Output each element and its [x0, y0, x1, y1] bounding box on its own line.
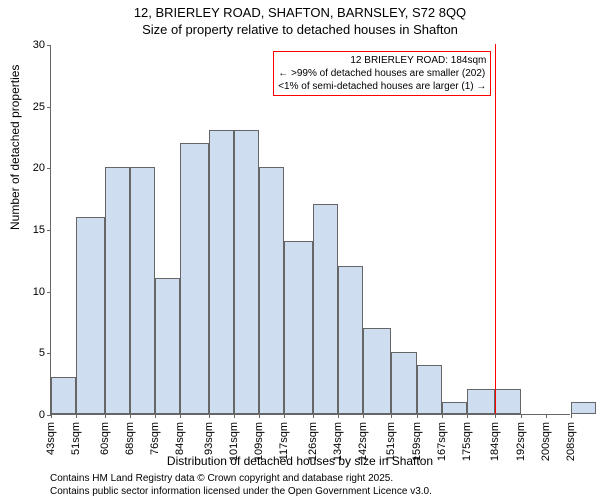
histogram-bar	[391, 352, 416, 414]
y-tick-mark	[47, 45, 51, 46]
histogram-bar	[259, 167, 284, 414]
histogram-bar	[155, 278, 180, 414]
x-tick-label: 60sqm	[99, 418, 111, 455]
histogram-bar	[284, 241, 312, 414]
chart-title-sub: Size of property relative to detached ho…	[0, 22, 600, 37]
y-axis-label: Number of detached properties	[8, 65, 22, 230]
histogram-bar	[338, 266, 363, 414]
x-tick-label: 84sqm	[174, 418, 186, 455]
histogram-bar	[313, 204, 338, 414]
attribution-line1: Contains HM Land Registry data © Crown c…	[50, 472, 432, 485]
histogram-bar	[105, 167, 130, 414]
x-tick-label: 76sqm	[149, 418, 161, 455]
y-tick-mark	[47, 292, 51, 293]
chart-container: 12, BRIERLEY ROAD, SHAFTON, BARNSLEY, S7…	[0, 0, 600, 500]
x-axis-label: Distribution of detached houses by size …	[0, 454, 600, 468]
histogram-bar	[234, 130, 259, 414]
y-tick-mark	[47, 230, 51, 231]
histogram-bar	[442, 402, 467, 414]
histogram-bar	[417, 365, 442, 414]
histogram-bar	[363, 328, 391, 414]
annotation-line: <1% of semi-detached houses are larger (…	[278, 80, 486, 93]
histogram-bar	[180, 143, 208, 414]
histogram-bar	[130, 167, 155, 414]
histogram-bar	[76, 217, 104, 414]
annotation-line: 12 BRIERLEY ROAD: 184sqm	[278, 54, 486, 67]
attribution-line2: Contains public sector information licen…	[50, 485, 432, 498]
histogram-bar	[51, 377, 76, 414]
plot-area: 05101520253043sqm51sqm60sqm68sqm76sqm84s…	[50, 45, 570, 415]
histogram-bar	[495, 389, 520, 414]
x-tick-label: 93sqm	[203, 418, 215, 455]
annotation-box: 12 BRIERLEY ROAD: 184sqm← >99% of detach…	[273, 51, 491, 96]
y-tick-mark	[47, 107, 51, 108]
histogram-bar	[571, 402, 596, 414]
histogram-bar	[467, 389, 495, 414]
attribution: Contains HM Land Registry data © Crown c…	[50, 472, 432, 498]
x-tick-label: 43sqm	[45, 418, 57, 455]
x-tick-label: 51sqm	[70, 418, 82, 455]
histogram-bar	[209, 130, 234, 414]
y-tick-mark	[47, 168, 51, 169]
x-tick-label: 68sqm	[124, 418, 136, 455]
chart-title-main: 12, BRIERLEY ROAD, SHAFTON, BARNSLEY, S7…	[0, 5, 600, 20]
annotation-line: ← >99% of detached houses are smaller (2…	[278, 67, 486, 80]
marker-line	[495, 44, 496, 414]
y-tick-mark	[47, 353, 51, 354]
